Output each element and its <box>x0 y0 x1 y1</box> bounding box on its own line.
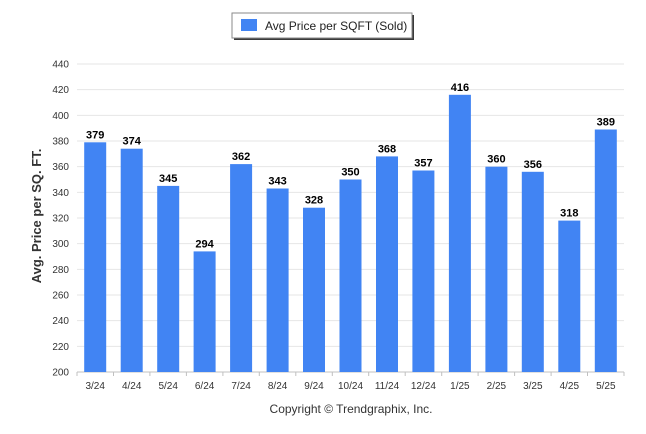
bar-value-label: 389 <box>597 117 615 129</box>
copyright-text: Copyright © Trendgraphix, Inc. <box>270 402 433 416</box>
y-tick-label: 340 <box>52 188 69 199</box>
y-tick-label: 380 <box>52 137 69 148</box>
bar-value-label: 374 <box>123 136 142 148</box>
y-tick-label: 240 <box>52 316 69 327</box>
bar <box>412 170 435 372</box>
bar-value-label: 294 <box>195 238 214 250</box>
bar-value-label: 350 <box>341 167 359 179</box>
y-tick-label: 280 <box>52 265 69 276</box>
bar <box>193 251 216 372</box>
x-axis-ticks: 3/24 4/24 5/24 6/24 7/24 8/24 9/24 10/24 11/24 12… <box>76 372 625 392</box>
bar <box>376 156 398 372</box>
bar <box>230 164 253 372</box>
x-tick-label: 4/25 <box>560 381 580 392</box>
bar-value-label: 379 <box>86 129 104 141</box>
y-tick-label: 360 <box>52 162 69 173</box>
bar-value-label: 318 <box>560 208 578 220</box>
x-tick-label: 5/24 <box>158 381 178 392</box>
x-tick-label: 5/25 <box>596 381 616 392</box>
bar-value-label: 416 <box>451 82 469 94</box>
x-tick-label: 2/25 <box>487 381 507 392</box>
y-tick-label: 300 <box>52 239 69 250</box>
bar-value-labels: 379 374 345 294 362 343 328 350 368 357 416 360 356 3… <box>86 82 615 251</box>
bar-value-label: 357 <box>414 158 432 170</box>
bar <box>448 94 471 373</box>
bar-value-label: 345 <box>159 173 177 185</box>
bar-value-label: 356 <box>524 159 542 171</box>
legend: Avg Price per SQFT (Sold) <box>231 12 414 40</box>
x-tick-label: 1/25 <box>450 381 470 392</box>
bar <box>303 207 325 372</box>
bar-value-label: 362 <box>232 151 250 163</box>
y-tick-label: 400 <box>52 111 69 122</box>
x-tick-label: 10/24 <box>338 381 363 392</box>
bar <box>266 188 289 372</box>
bar <box>84 142 107 372</box>
legend-swatch <box>241 19 257 31</box>
y-axis-ticks: 200 220 240 260 280 300 320 340 360 380 400 420 440 <box>52 60 69 379</box>
x-tick-label: 6/24 <box>195 381 215 392</box>
bar <box>157 185 180 372</box>
x-tick-label: 9/24 <box>304 381 324 392</box>
bar-value-label: 343 <box>268 176 286 188</box>
x-tick-label: 7/24 <box>231 381 251 392</box>
y-axis-label: Avg. Price per SQ. FT. <box>29 149 44 284</box>
y-tick-label: 260 <box>52 291 69 302</box>
bar <box>485 166 508 372</box>
y-tick-label: 200 <box>52 368 69 379</box>
bar <box>339 179 362 372</box>
bar-value-label: 328 <box>305 195 323 207</box>
y-tick-label: 320 <box>52 214 69 225</box>
x-tick-label: 12/24 <box>411 381 436 392</box>
bar <box>594 129 617 372</box>
x-tick-label: 3/25 <box>523 381 543 392</box>
y-tick-label: 220 <box>52 342 69 353</box>
x-tick-label: 4/24 <box>122 381 142 392</box>
legend-box <box>231 12 413 39</box>
bar-value-label: 360 <box>487 154 505 166</box>
y-tick-label: 420 <box>52 85 69 96</box>
y-tick-label: 440 <box>52 60 69 71</box>
bar-value-label: 368 <box>378 143 396 155</box>
bars <box>84 94 617 373</box>
bar <box>558 220 581 372</box>
x-tick-label: 11/24 <box>375 381 400 392</box>
bar <box>521 171 544 372</box>
bar <box>120 148 143 372</box>
x-tick-label: 8/24 <box>268 381 288 392</box>
legend-label: Avg Price per SQFT (Sold) <box>265 19 407 33</box>
x-tick-label: 3/24 <box>85 381 105 392</box>
